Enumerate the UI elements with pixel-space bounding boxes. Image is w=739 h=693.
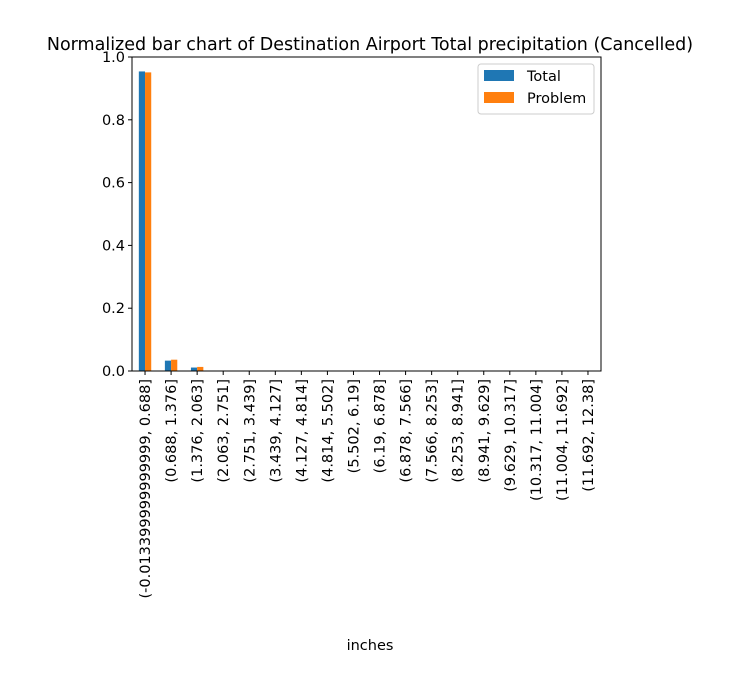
x-tick-label: (11.692, 12.38] xyxy=(581,379,597,492)
x-tick-label: (8.941, 9.629] xyxy=(477,379,493,483)
y-tick-label: 0.0 xyxy=(102,364,125,380)
chart-title: Normalized bar chart of Destination Airp… xyxy=(47,35,693,55)
bar-problem-1 xyxy=(171,360,177,371)
y-tick-label: 1.0 xyxy=(102,50,125,66)
y-tick-label: 0.2 xyxy=(102,301,125,317)
x-tick-label: (4.814, 5.502] xyxy=(320,379,336,483)
x-tick-label: (3.439, 4.127] xyxy=(268,379,284,483)
x-tick-label: (2.751, 3.439] xyxy=(242,379,258,483)
bar-problem-2 xyxy=(197,367,203,371)
x-tick-label: (7.566, 8.253] xyxy=(425,379,441,483)
x-tick-label: (6.19, 6.878] xyxy=(373,379,389,473)
legend-swatch-total xyxy=(484,70,514,81)
legend-label-total: Total xyxy=(526,69,561,85)
x-tick-label: (8.253, 8.941] xyxy=(451,379,467,483)
bars-layer xyxy=(139,71,249,371)
bar-total-2 xyxy=(191,368,197,371)
y-tick-label: 0.4 xyxy=(102,238,125,254)
y-tick-label: 0.8 xyxy=(102,113,125,129)
bar-problem-0 xyxy=(145,72,151,371)
x-tick-labels: (-0.013399999999999, 0.688] (0.688, 1.376… xyxy=(138,371,597,599)
y-tick-label: 0.6 xyxy=(102,176,125,192)
x-tick-label: (6.878, 7.566] xyxy=(399,379,415,483)
x-tick-label: (9.629, 10.317] xyxy=(503,379,519,492)
y-tick-labels: 0.0 0.2 0.4 0.6 0.8 1.0 xyxy=(102,50,132,380)
x-tick-label: (11.004, 11.692] xyxy=(555,379,571,501)
x-tick-label: (5.502, 6.19] xyxy=(346,379,362,473)
x-tick-label: (2.063, 2.751] xyxy=(216,379,232,483)
legend-swatch-problem xyxy=(484,92,514,103)
x-tick-label: (4.127, 4.814] xyxy=(294,379,310,483)
legend: Total Problem xyxy=(478,64,594,114)
bar-total-1 xyxy=(165,361,171,371)
x-tick-label: (1.376, 2.063] xyxy=(190,379,206,483)
bar-total-0 xyxy=(139,71,145,371)
x-tick-label: (0.688, 1.376] xyxy=(164,379,180,483)
x-tick-label: (10.317, 11.004] xyxy=(529,379,545,501)
legend-label-problem: Problem xyxy=(527,91,586,107)
x-axis-label: inches xyxy=(347,638,394,654)
x-tick-label: (-0.013399999999999, 0.688] xyxy=(138,379,154,599)
